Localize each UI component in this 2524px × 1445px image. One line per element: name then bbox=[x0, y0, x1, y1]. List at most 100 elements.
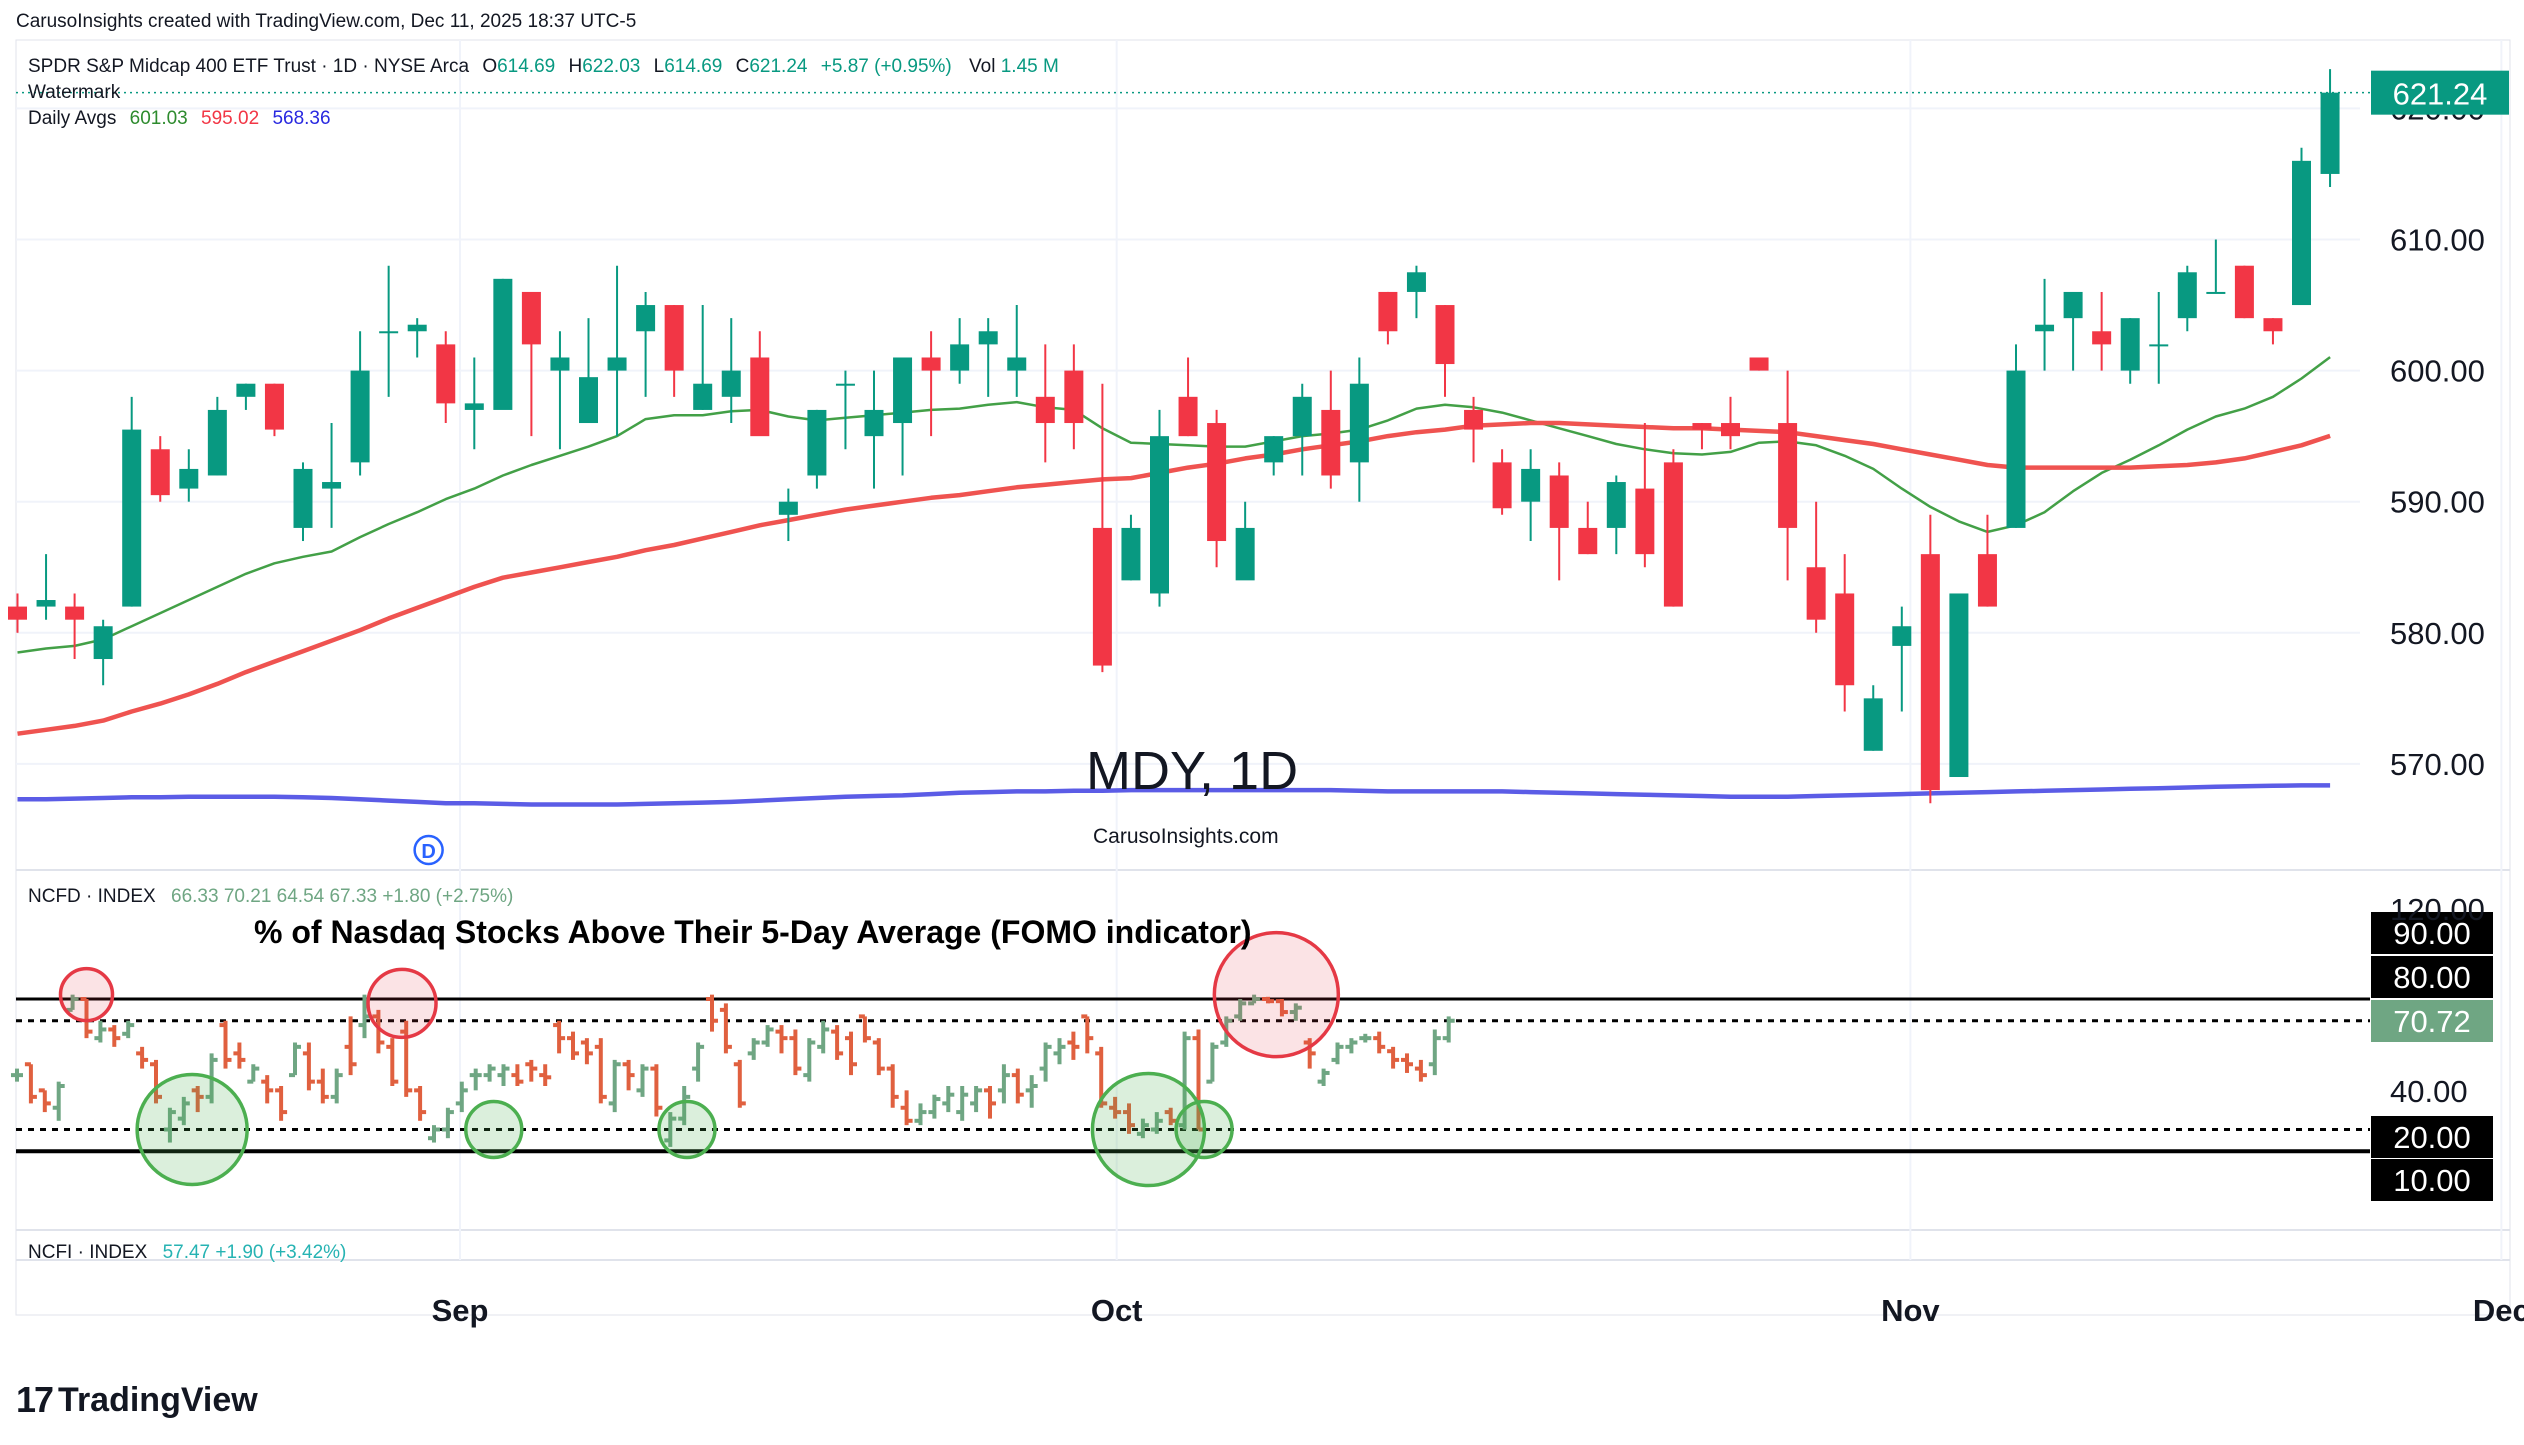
candle bbox=[1806, 501, 1826, 633]
indicator-bar bbox=[664, 1112, 677, 1147]
indicator-tag-bg bbox=[2371, 1116, 2493, 1158]
candle bbox=[1064, 344, 1084, 450]
candle bbox=[778, 488, 798, 542]
candle-body bbox=[864, 409, 884, 437]
indicator-values: 66.33 70.21 64.54 67.33 +1.80 (+2.75%) bbox=[171, 886, 514, 907]
indicator-bar bbox=[1401, 1053, 1413, 1073]
candle bbox=[2234, 265, 2254, 319]
candle bbox=[721, 318, 741, 424]
candle-body bbox=[1406, 272, 1426, 292]
indicator-bar bbox=[1206, 1042, 1219, 1084]
indicator-bar bbox=[1414, 1059, 1427, 1082]
indicator-tag-bg bbox=[2371, 956, 2493, 998]
candle-body bbox=[2006, 370, 2026, 528]
dividend-icon bbox=[413, 834, 444, 866]
daily-avgs-legend[interactable]: Daily Avgs 601.03 595.02 568.36 bbox=[28, 108, 331, 130]
tradingview-logo[interactable]: 17 TradingView bbox=[16, 1376, 258, 1424]
indicator-tick-label: 40.00 bbox=[2390, 1074, 2468, 1109]
ohlc-h-label: H bbox=[568, 56, 583, 77]
tradingview-logo-text: TradingView bbox=[58, 1380, 258, 1419]
indicator-bar bbox=[942, 1086, 955, 1113]
symbol-legend[interactable]: SPDR S&P Midcap 400 ETF Trust · 1D · NYS… bbox=[28, 56, 1059, 78]
indicator-bar bbox=[886, 1064, 899, 1108]
indicator-bar bbox=[706, 994, 718, 1032]
candle bbox=[550, 331, 570, 450]
indicator-bar bbox=[1387, 1046, 1400, 1069]
candle-body bbox=[1321, 409, 1341, 476]
indicator-bar bbox=[1039, 1042, 1052, 1082]
candle-body bbox=[1920, 554, 1940, 791]
candle-body bbox=[950, 344, 970, 371]
ma50-line bbox=[17, 420, 2331, 736]
watermark-label[interactable]: Watermark bbox=[28, 82, 121, 103]
indicator-bar bbox=[1178, 1031, 1191, 1130]
candle bbox=[236, 383, 256, 410]
indicator-bar bbox=[1317, 1068, 1330, 1086]
candle-body bbox=[2292, 160, 2311, 306]
indicator-bar bbox=[1331, 1042, 1344, 1065]
indicator-bar bbox=[150, 1059, 162, 1104]
candle-body bbox=[179, 468, 199, 489]
candle bbox=[1492, 449, 1512, 515]
indicator-bar bbox=[108, 1025, 121, 1047]
candle-body bbox=[1692, 423, 1712, 430]
candle-body bbox=[1207, 423, 1227, 542]
last-price-bg bbox=[2371, 70, 2509, 115]
candle-body bbox=[322, 482, 342, 489]
indicator-legend[interactable]: NCFD · INDEX 66.33 70.21 64.54 67.33 +1.… bbox=[28, 886, 513, 908]
chart-frame bbox=[15, 39, 2511, 1316]
candle bbox=[8, 593, 27, 633]
indicator-bar bbox=[52, 1081, 65, 1121]
indicator-bar bbox=[900, 1090, 913, 1126]
indicator-bar bbox=[1081, 1014, 1094, 1054]
indicator-bar bbox=[1373, 1031, 1386, 1054]
indicator-bar bbox=[233, 1042, 246, 1069]
indicator-bar bbox=[1025, 1075, 1038, 1108]
indicator-bar bbox=[1303, 1038, 1316, 1069]
candle-body bbox=[1549, 475, 1569, 528]
candle-body bbox=[1578, 527, 1598, 555]
candle-body bbox=[893, 357, 913, 424]
ma20-line bbox=[17, 356, 2331, 654]
indicator2-name: NCFI · INDEX bbox=[28, 1242, 148, 1263]
highlight-circle-green bbox=[135, 1072, 249, 1187]
candle-body bbox=[1977, 554, 1997, 607]
candle-body bbox=[1264, 436, 1284, 463]
indicator-bar bbox=[678, 1086, 691, 1126]
indicator-bar bbox=[247, 1064, 260, 1084]
candle bbox=[2263, 318, 2283, 345]
candle bbox=[436, 331, 456, 424]
candle bbox=[893, 357, 913, 476]
dividend-marker: D bbox=[413, 834, 444, 866]
indicator-bar bbox=[650, 1064, 663, 1117]
candle-body bbox=[1521, 468, 1541, 502]
candle-body bbox=[1007, 357, 1027, 371]
candle-body bbox=[1806, 567, 1826, 620]
candle-body bbox=[2263, 318, 2283, 332]
indicator-tick-label: 120.00 bbox=[2390, 892, 2485, 927]
indicator-bar bbox=[1123, 1103, 1135, 1134]
ohlc-c-label: C bbox=[735, 56, 750, 77]
indicator-bar bbox=[553, 1020, 566, 1054]
indicator-bar bbox=[928, 1094, 941, 1119]
candle-body bbox=[1378, 291, 1398, 332]
indicator-bar bbox=[817, 1020, 830, 1054]
candle bbox=[493, 278, 513, 410]
candle-body bbox=[1464, 409, 1484, 430]
indicator-tag-text: 10.00 bbox=[2393, 1163, 2471, 1198]
indicator-bar bbox=[858, 1014, 871, 1043]
indicator-bar bbox=[803, 1038, 816, 1082]
candle bbox=[1264, 436, 1284, 476]
indicator-bar bbox=[441, 1107, 454, 1139]
last-price-text: 621.24 bbox=[2393, 77, 2488, 112]
indicator-bar bbox=[775, 1025, 788, 1054]
avgs-label: Daily Avgs bbox=[28, 108, 117, 129]
indicator2-legend[interactable]: NCFI · INDEX 57.47 +1.90 (+3.42%) bbox=[28, 1242, 346, 1264]
candle bbox=[750, 331, 770, 437]
candle-body bbox=[1292, 396, 1312, 437]
candle bbox=[379, 265, 399, 397]
candle bbox=[2177, 265, 2197, 332]
indicator-bar bbox=[914, 1103, 927, 1126]
ohlc-l-label: L bbox=[653, 56, 665, 77]
